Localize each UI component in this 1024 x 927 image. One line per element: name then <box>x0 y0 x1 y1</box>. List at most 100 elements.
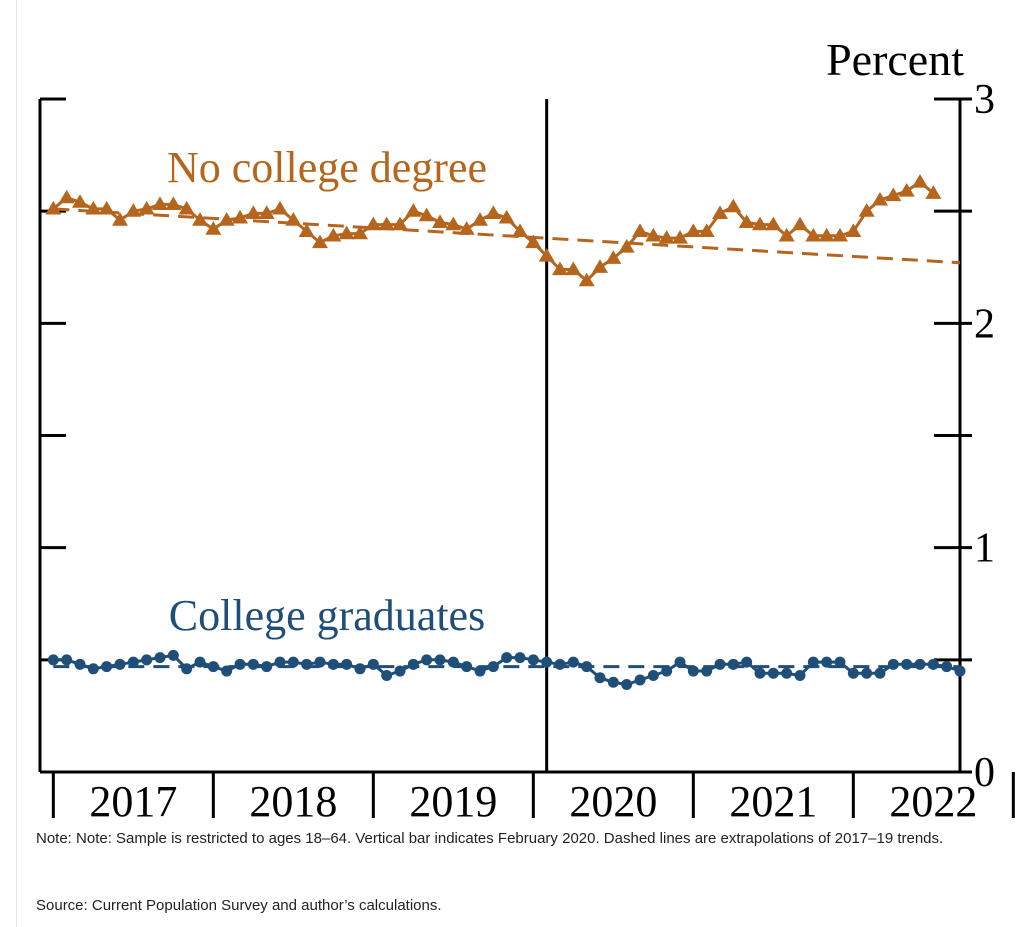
no-college-point <box>272 200 288 215</box>
no-college-point <box>405 203 422 217</box>
no-college-point <box>218 212 235 226</box>
no-college-point <box>765 216 782 231</box>
college-point <box>701 665 713 677</box>
y-tick-label: 0 <box>974 750 995 796</box>
no-college-point <box>845 223 862 237</box>
no-college-point <box>378 216 395 231</box>
no-college-point <box>925 185 942 199</box>
college-point <box>794 670 806 682</box>
no-college-point <box>738 214 755 228</box>
x-tick-label: 2020 <box>569 777 657 820</box>
chart-source: Source: Current Population Survey and au… <box>36 897 442 914</box>
series-markers <box>45 174 966 691</box>
college-point <box>674 656 686 668</box>
no-college-annotation: No college degree <box>167 143 487 192</box>
no-college-point <box>685 223 702 237</box>
no-college-point <box>618 239 635 253</box>
college-point <box>221 665 233 677</box>
college-point <box>821 656 833 668</box>
no-college-point <box>165 196 182 211</box>
x-tick-label: 2022 <box>889 777 977 820</box>
college-point <box>247 658 259 670</box>
college-point <box>381 670 393 682</box>
no-college-point <box>445 216 462 231</box>
college-point <box>914 658 926 670</box>
no-college-point <box>698 223 715 237</box>
x-tick-label: 2018 <box>249 777 337 820</box>
no-college-point <box>498 209 515 224</box>
no-college-point <box>565 261 582 276</box>
college-point <box>234 658 246 670</box>
college-point <box>287 656 299 668</box>
no-college-point <box>85 200 102 215</box>
college-point <box>741 656 753 668</box>
college-point <box>274 656 286 668</box>
no-college-point <box>552 261 568 276</box>
college-point <box>687 665 699 677</box>
no-college-point <box>725 198 742 213</box>
college-point <box>714 658 726 670</box>
college-point <box>861 667 873 679</box>
no-college-point <box>605 250 622 264</box>
college-point <box>47 654 59 666</box>
college-point <box>461 661 473 673</box>
no-college-point <box>818 227 835 242</box>
no-college-point <box>352 225 368 240</box>
college-point <box>901 658 913 670</box>
trend-line <box>53 207 961 265</box>
college-point <box>754 667 766 679</box>
college-point <box>327 658 339 670</box>
college-point <box>634 674 646 686</box>
no-college-point <box>645 227 662 242</box>
college-point <box>314 656 326 668</box>
college-point <box>607 676 619 688</box>
no-college-point <box>712 205 728 220</box>
no-college-point <box>192 212 208 226</box>
college-point <box>647 670 659 682</box>
x-tick-label: 2021 <box>729 777 817 820</box>
no-college-point <box>512 223 528 237</box>
college-point <box>594 672 606 684</box>
no-college-line <box>52 180 935 283</box>
no-college-point <box>312 234 328 249</box>
college-point <box>407 658 419 670</box>
chart-note: Note: Note: Sample is restricted to ages… <box>36 830 944 847</box>
college-point <box>554 658 566 670</box>
college-point <box>114 658 126 670</box>
college-point <box>421 654 433 666</box>
college-point <box>874 667 886 679</box>
no-college-point <box>138 200 155 215</box>
no-college-point <box>325 227 342 242</box>
no-college-point <box>805 227 822 242</box>
no-college-point <box>178 200 195 215</box>
no-college-point <box>658 230 675 244</box>
college-annotation: College graduates <box>169 591 485 640</box>
college-point <box>954 665 966 677</box>
no-college-point <box>152 196 168 211</box>
college-point <box>927 658 939 670</box>
college-point <box>127 656 139 668</box>
no-college-point <box>338 225 355 240</box>
y-axis-unit-label: Percent <box>826 34 964 85</box>
y-tick-label: 2 <box>974 301 995 347</box>
no-college-point <box>45 200 62 215</box>
college-point <box>474 665 486 677</box>
no-college-point <box>458 221 475 235</box>
college-point <box>167 649 179 661</box>
college-point <box>767 667 779 679</box>
college-point <box>527 654 539 666</box>
college-point <box>447 656 459 668</box>
college-point <box>847 667 859 679</box>
college-point <box>834 656 846 668</box>
no-college-point <box>258 205 275 220</box>
no-college-point <box>525 234 542 249</box>
y-tick-label: 1 <box>974 526 995 572</box>
college-point <box>181 663 193 675</box>
no-college-point <box>365 216 382 231</box>
no-college-point <box>885 187 902 202</box>
no-college-point <box>898 182 915 197</box>
no-college-point <box>112 212 128 226</box>
college-point <box>941 661 953 673</box>
